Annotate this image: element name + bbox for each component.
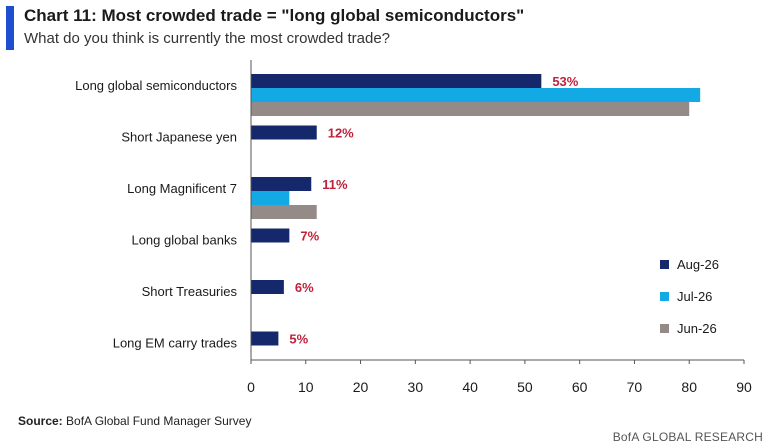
bar-jun-26 [251, 102, 690, 116]
bar-aug-26 [251, 280, 284, 294]
data-label: 12% [328, 126, 354, 141]
category-label: Short Treasuries [142, 284, 238, 299]
x-tick-label: 90 [736, 379, 752, 395]
data-label: 6% [295, 280, 314, 295]
bar-jun-26 [251, 205, 317, 219]
data-label: 53% [552, 74, 578, 89]
source-text: BofA Global Fund Manager Survey [62, 414, 252, 428]
category-label: Long global semiconductors [75, 78, 237, 93]
legend-item-jun: Jun-26 [660, 320, 719, 336]
bar-aug-26 [251, 331, 279, 346]
x-tick-label: 0 [247, 379, 255, 395]
legend-swatch-aug [660, 259, 669, 269]
legend: Aug-26 Jul-26 Jun-26 [660, 256, 719, 352]
x-tick-label: 40 [462, 379, 478, 395]
data-label: 11% [322, 177, 348, 192]
source-note: Source: BofA Global Fund Manager Survey [18, 414, 251, 428]
source-label: Source: [18, 414, 63, 428]
legend-label-jul: Jul-26 [677, 288, 713, 304]
brand-footer: BofA GLOBAL RESEARCH [612, 430, 763, 444]
x-tick-label: 60 [572, 379, 588, 395]
bar-aug-26 [251, 125, 317, 140]
data-label: 5% [289, 332, 308, 347]
legend-label-aug: Aug-26 [677, 256, 719, 272]
bar-jul-26 [251, 191, 290, 205]
legend-item-aug: Aug-26 [660, 256, 719, 272]
x-tick-label: 20 [353, 379, 369, 395]
category-label: Long global banks [131, 233, 237, 248]
x-tick-label: 70 [627, 379, 643, 395]
category-label: Short Japanese yen [121, 130, 237, 145]
bar-aug-26 [251, 228, 290, 243]
bar-aug-26 [251, 177, 312, 191]
x-tick-label: 10 [298, 379, 314, 395]
bar-chart: Long global semiconductors 53% Short Japan… [75, 60, 752, 395]
chart-title: Chart 11: Most crowded trade = "long glo… [24, 6, 525, 25]
bar-aug-26 [251, 74, 542, 88]
data-label: 7% [300, 229, 319, 244]
legend-label-jun: Jun-26 [677, 320, 717, 336]
x-tick-label: 30 [408, 379, 424, 395]
legend-swatch-jun [660, 323, 669, 333]
legend-swatch-jul [660, 291, 669, 301]
x-tick-label: 50 [517, 379, 533, 395]
x-tick-label: 80 [681, 379, 697, 395]
category-label: Long EM carry trades [113, 336, 238, 351]
legend-item-jul: Jul-26 [660, 288, 719, 304]
title-accent-bar [6, 6, 14, 50]
chart-subtitle: What do you think is currently the most … [24, 30, 391, 47]
bar-jul-26 [251, 88, 701, 102]
category-label: Long Magnificent 7 [127, 181, 237, 196]
